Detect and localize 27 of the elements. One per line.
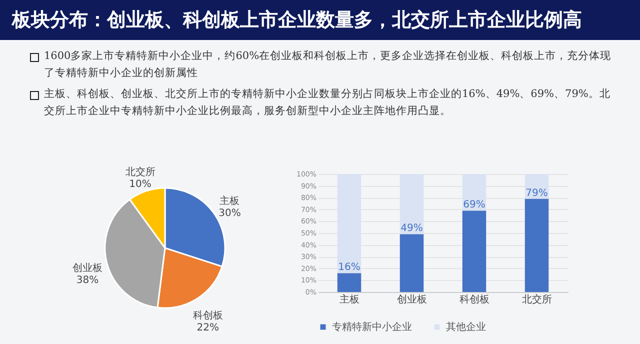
slice-label: 创业板	[72, 262, 103, 274]
x-tick-label: 创业板	[396, 294, 427, 306]
slice-label: 主板	[220, 194, 240, 207]
data-label: 38%	[76, 274, 99, 286]
x-tick-label: 主板	[339, 294, 360, 306]
bar	[462, 210, 486, 292]
x-tick-label: 北交所	[522, 294, 552, 306]
data-label: 49%	[400, 223, 423, 234]
legend-label: 专精特新中小企业	[332, 321, 412, 333]
slice-label: 北交所	[125, 166, 156, 178]
bar	[524, 198, 549, 292]
x-tick-label: 科创板	[459, 294, 490, 306]
data-label: 16%	[338, 262, 360, 274]
text: 主板、科创板、创业板、北交所上市的专精特新中小企业数量分别占同板块上市企业的16%、49%、69%、79%。北交所上市企业中专精特新中小企业比例最高，服务创新型中小企业主阵地作用凸显。	[44, 88, 610, 117]
bar	[337, 273, 362, 292]
bar	[400, 174, 424, 234]
text: 板块分布：创业板、科创板上市企业数量多，北交所上市企业比例高	[0, 0, 640, 40]
text: 1600多家上市专精特新中小企业中，约60%在创业板和科创板上市，更多企业选择在创业板、科创板上市，充分体现了专精特新中小企业的创新属性	[44, 50, 612, 79]
data-label: 22%	[196, 322, 219, 334]
data-label: 69%	[463, 200, 486, 211]
legend-label: 其他企业	[446, 321, 486, 333]
slice-label: 科创板	[192, 310, 223, 322]
data-label: 30%	[218, 208, 241, 219]
bar	[400, 234, 424, 292]
data-label: 10%	[129, 178, 152, 190]
data-label: 79%	[526, 188, 548, 199]
bar	[337, 174, 362, 274]
